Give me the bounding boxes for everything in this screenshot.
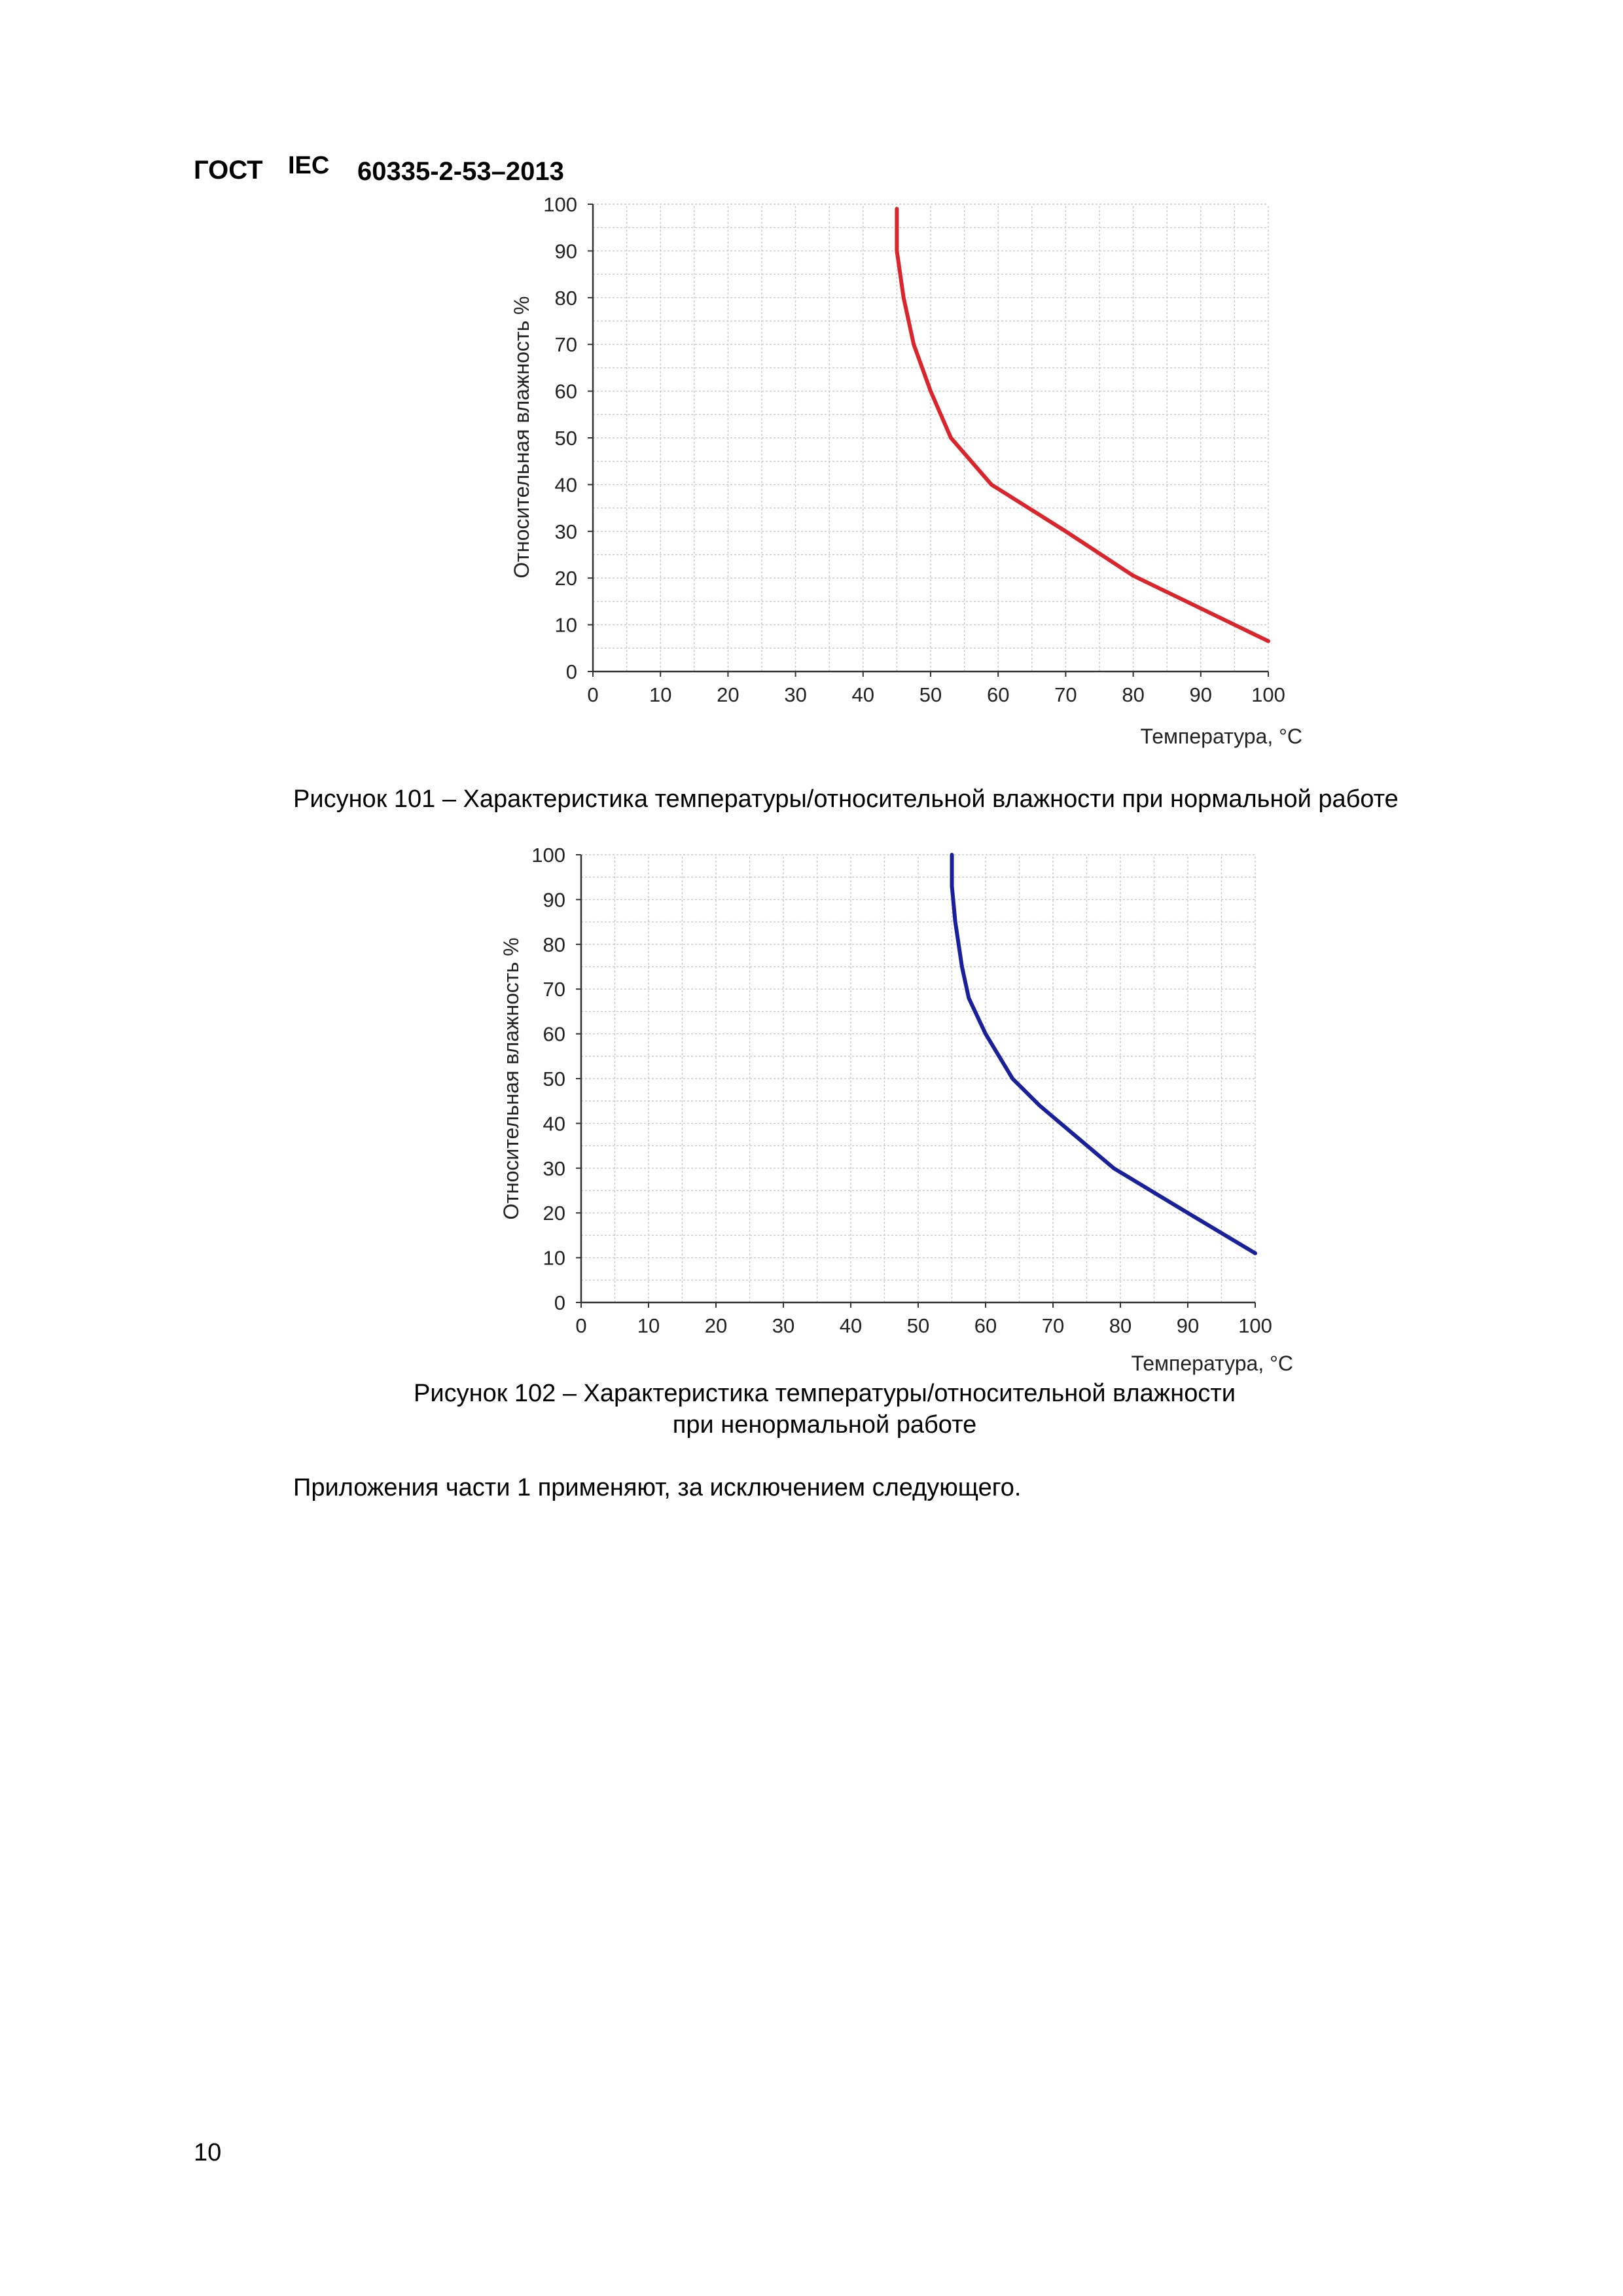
y-tick-label: 20 [543, 1202, 565, 1225]
x-tick-label: 100 [1238, 1314, 1272, 1337]
x-tick-label: 50 [919, 683, 942, 706]
y-tick-label: 70 [543, 978, 565, 1001]
x-tick-label: 40 [840, 1314, 862, 1337]
series-line [950, 853, 1257, 1255]
y-tick-label: 70 [555, 333, 577, 356]
chart-101: 0 10 20 30 40 50 60 70 80 90 100 0 10 20 30 40 50 60 70 80 9… [510, 193, 1302, 748]
x-tick-label: 90 [1177, 1314, 1199, 1337]
header-iec: IEC [288, 152, 330, 179]
y-tick-label: 10 [555, 614, 577, 637]
x-tick-label: 20 [717, 683, 739, 706]
x-tick-label: 0 [587, 683, 598, 706]
header-standard-number: 60335-2-53–2013 [357, 157, 564, 186]
chart-102: 0 10 20 30 40 50 60 70 80 90 100 0 10 20 30 40 50 60 70 80 9… [499, 844, 1293, 1375]
y-tick-label: 20 [555, 567, 577, 590]
figure-101-caption: Рисунок 101 – Характеристика температуры… [293, 785, 1399, 813]
x-tick-label: 90 [1190, 683, 1212, 706]
x-tick-label: 40 [852, 683, 874, 706]
y-tick-label: 10 [543, 1247, 565, 1270]
x-tick-label: 60 [974, 1314, 997, 1337]
header-gost: ГОСТ [194, 156, 263, 185]
y-tick-label: 80 [543, 933, 565, 956]
y-axis-title: Относительная влажность % [499, 937, 523, 1219]
x-tick-label: 0 [575, 1314, 586, 1337]
x-axis-title: Температура, °С [1141, 725, 1303, 748]
x-tick-label: 50 [907, 1314, 929, 1337]
y-tick-label: 60 [555, 380, 577, 403]
x-tick-label: 10 [637, 1314, 660, 1337]
y-tick-label: 40 [543, 1112, 565, 1135]
figure-102-caption-line1: Рисунок 102 – Характеристика температуры… [414, 1380, 1236, 1407]
x-tick-label: 10 [649, 683, 671, 706]
x-tick-label: 80 [1109, 1314, 1132, 1337]
y-tick-label: 100 [531, 844, 565, 867]
x-tick-label: 70 [1042, 1314, 1064, 1337]
y-axis-title: Относительная влажность % [510, 296, 533, 578]
x-tick-label: 20 [705, 1314, 727, 1337]
y-tick-label: 50 [555, 427, 577, 450]
y-tick-label: 100 [543, 193, 577, 216]
body-paragraph: Приложения части 1 применяют, за исключе… [293, 1474, 1022, 1501]
y-tick-label: 80 [555, 287, 577, 310]
figure-102-caption-line2: при ненормальной работе [672, 1411, 977, 1439]
x-tick-label: 60 [987, 683, 1009, 706]
y-tick-label: 0 [566, 660, 577, 683]
x-tick-label: 30 [772, 1314, 794, 1337]
x-tick-label: 80 [1122, 683, 1144, 706]
y-tick-label: 60 [543, 1023, 565, 1046]
y-tick-label: 30 [543, 1157, 565, 1180]
y-tick-label: 90 [555, 240, 577, 262]
y-tick-label: 40 [555, 473, 577, 496]
x-tick-label: 70 [1054, 683, 1077, 706]
y-tick-label: 90 [543, 888, 565, 911]
x-tick-label: 100 [1251, 683, 1285, 706]
y-tick-label: 0 [554, 1291, 565, 1314]
y-tick-label: 50 [543, 1067, 565, 1090]
series-line [895, 207, 1270, 643]
page-number: 10 [194, 2139, 222, 2166]
x-tick-label: 30 [784, 683, 806, 706]
x-axis-title: Температура, °С [1132, 1352, 1294, 1375]
y-tick-label: 30 [555, 520, 577, 543]
